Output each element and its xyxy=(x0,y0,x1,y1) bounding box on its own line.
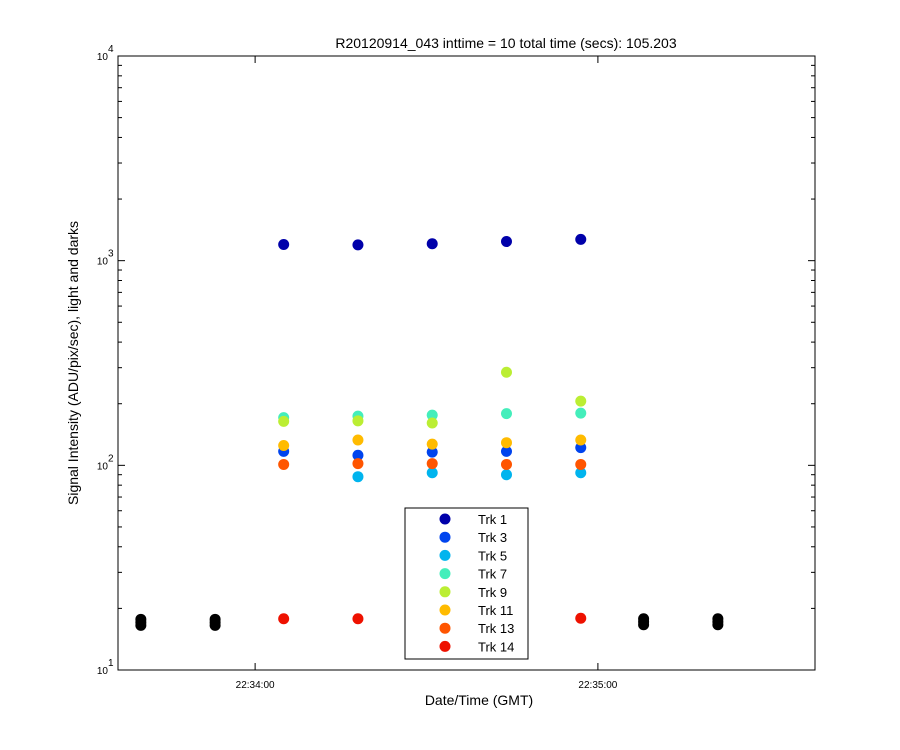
legend-marker xyxy=(439,640,451,652)
legend-label: Trk 11 xyxy=(478,603,513,618)
data-points xyxy=(135,233,724,631)
data-point xyxy=(352,613,364,625)
data-point xyxy=(500,469,512,481)
data-point xyxy=(278,238,290,250)
y-tick-label-base: 10 xyxy=(97,666,109,677)
data-point xyxy=(500,236,512,248)
legend-marker xyxy=(439,622,451,634)
legend-label: Trk 5 xyxy=(478,548,507,563)
legend: Trk 1 Trk 3 Trk 5 Trk 7 Trk 9 Trk 11 Trk 13 Trk… xyxy=(404,507,529,660)
x-axis-label: Date/Time (GMT) xyxy=(425,692,533,708)
y-tick-label-exponent: 1 xyxy=(108,658,114,669)
data-point xyxy=(426,458,438,470)
legend-label: Trk 14 xyxy=(478,639,514,654)
data-point xyxy=(426,467,438,479)
data-point xyxy=(278,439,290,451)
legend-label: Trk 3 xyxy=(478,530,507,545)
y-tick-label-exponent: 4 xyxy=(108,44,114,55)
data-point xyxy=(352,415,364,427)
y-tick-label-exponent: 3 xyxy=(108,249,114,260)
legend-label: Trk 1 xyxy=(478,512,507,527)
data-point xyxy=(426,238,438,250)
data-point xyxy=(352,239,364,251)
data-point xyxy=(352,458,364,470)
data-point xyxy=(500,458,512,470)
data-point xyxy=(426,438,438,450)
data-point xyxy=(278,415,290,427)
legend-marker xyxy=(439,549,451,561)
data-point xyxy=(352,434,364,446)
x-tick-label: 22:35:00 xyxy=(578,680,617,691)
legend-marker xyxy=(439,586,451,598)
data-point xyxy=(575,442,587,454)
data-point xyxy=(278,613,290,625)
data-point xyxy=(352,449,364,461)
y-tick-label-exponent: 2 xyxy=(108,453,114,464)
data-point xyxy=(575,467,587,479)
y-tick-label-base: 10 xyxy=(97,257,109,268)
legend-label: Trk 9 xyxy=(478,585,507,600)
data-point xyxy=(426,446,438,458)
legend-marker xyxy=(439,604,451,616)
legend-box xyxy=(404,507,529,660)
legend-marker xyxy=(439,531,451,543)
data-point xyxy=(352,471,364,483)
data-point xyxy=(575,434,587,446)
data-point xyxy=(575,458,587,470)
data-point xyxy=(426,409,438,421)
y-tick-label-base: 10 xyxy=(97,461,109,472)
data-point xyxy=(278,458,290,470)
data-point xyxy=(500,437,512,449)
data-point xyxy=(575,233,587,245)
data-point xyxy=(426,417,438,429)
data-point xyxy=(575,407,587,419)
dark-frame-point xyxy=(638,619,650,631)
data-point xyxy=(500,366,512,378)
legend-label: Trk 7 xyxy=(478,567,507,582)
data-point xyxy=(500,408,512,420)
legend-marker xyxy=(439,513,451,525)
data-point xyxy=(500,445,512,457)
dark-frame-point xyxy=(712,619,724,631)
data-point xyxy=(575,612,587,624)
chart-title: R20120914_043 inttime = 10 total time (s… xyxy=(335,35,676,51)
legend-label: Trk 13 xyxy=(478,621,514,636)
data-point xyxy=(575,395,587,407)
y-axis-label: Signal Intensity (ADU/pix/sec), light an… xyxy=(65,221,81,505)
x-tick-label: 22:34:00 xyxy=(236,680,275,691)
dark-frame-point xyxy=(209,619,221,631)
legend-marker xyxy=(439,568,451,580)
y-tick-label-base: 10 xyxy=(97,52,109,63)
dark-frame-point xyxy=(135,619,147,631)
